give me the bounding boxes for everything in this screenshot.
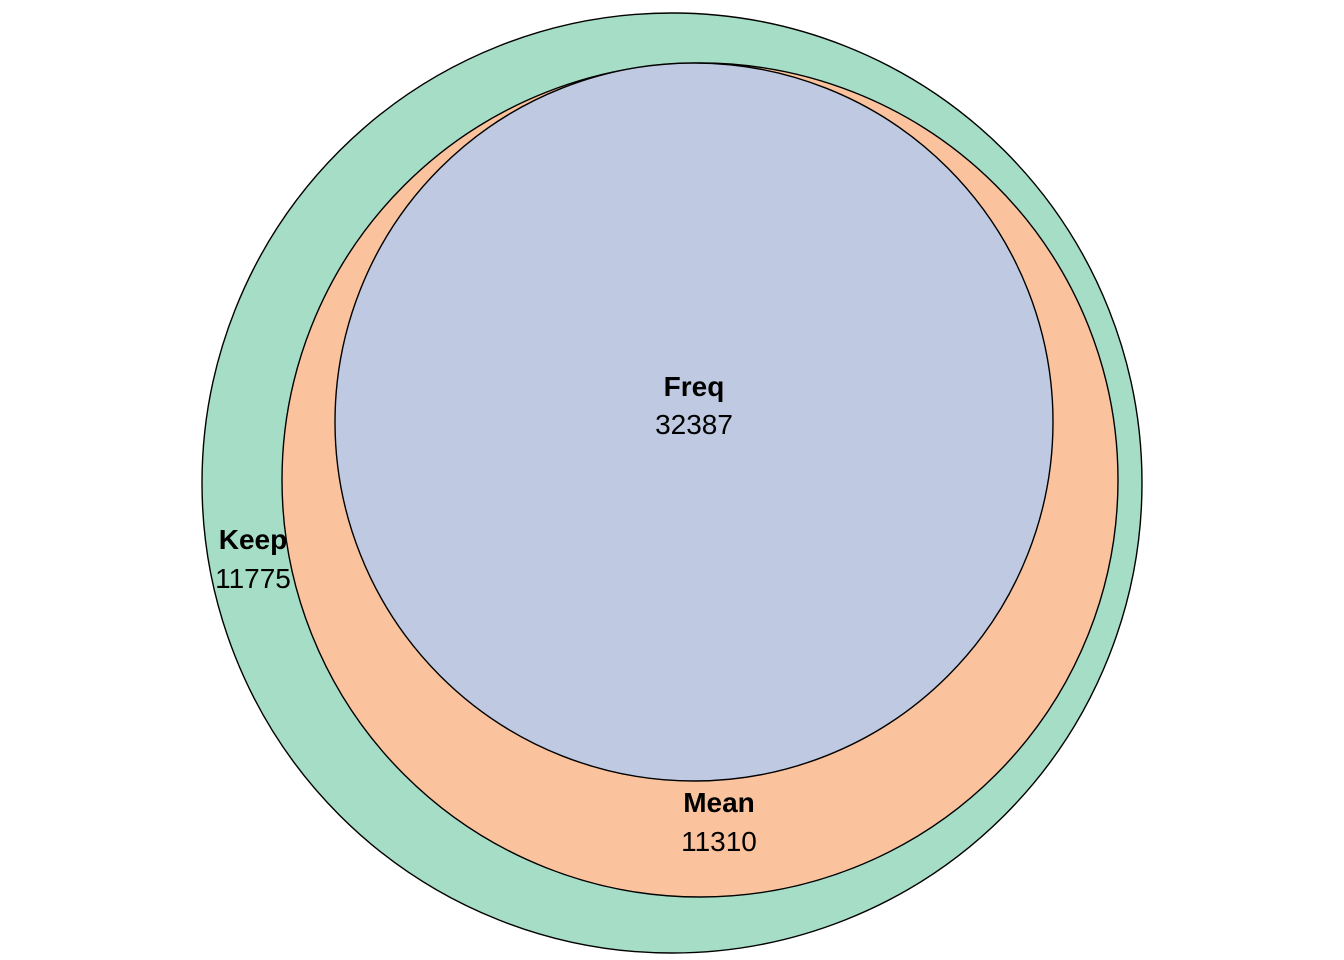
freq-circle: [334, 62, 1054, 782]
freq-name: Freq: [664, 371, 725, 402]
mean-label: Mean 11310: [681, 787, 757, 857]
mean-name: Mean: [683, 787, 755, 818]
keep-label: Keep 11775: [215, 524, 291, 594]
keep-count: 11775: [215, 563, 291, 594]
keep-name: Keep: [219, 524, 287, 555]
freq-count: 32387: [655, 409, 733, 440]
freq-label: Freq 32387: [655, 371, 733, 440]
mean-count: 11310: [681, 826, 757, 857]
